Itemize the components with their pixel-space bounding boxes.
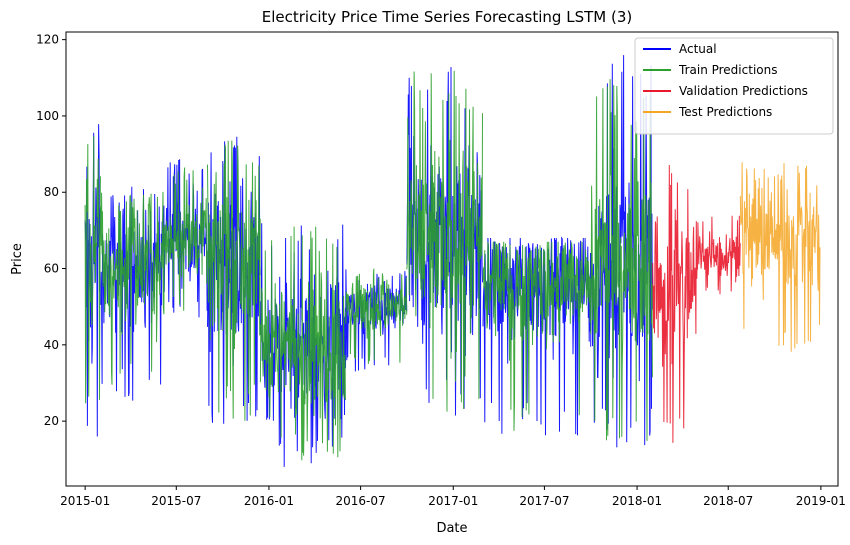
x-tick-label: 2015-01 [60, 494, 110, 508]
x-tick-label: 2017-01 [428, 494, 478, 508]
y-tick-label: 20 [44, 414, 59, 428]
x-tick-label: 2018-07 [703, 494, 753, 508]
series-line [84, 70, 653, 461]
series-test-predictions [739, 162, 821, 352]
legend-box [634, 37, 834, 135]
x-tick-label: 2018-01 [612, 494, 662, 508]
x-tick-label: 2016-07 [336, 494, 386, 508]
series-train-predictions [84, 70, 653, 461]
x-axis-label: Date [436, 521, 467, 536]
x-axis-ticks: 2015-01 2015-07 2016-01 2016-07 2017-01 2017-… [60, 486, 846, 508]
legend-entry: Train Predictions [678, 63, 777, 77]
legend: Actual Train Predictions Validation Predic… [634, 37, 834, 135]
y-axis-ticks: 20 40 60 80 100 120 [36, 33, 66, 428]
x-tick-label: 2019-01 [796, 494, 846, 508]
x-tick-label: 2017-07 [519, 494, 569, 508]
y-tick-label: 100 [36, 109, 59, 123]
plot-frame [65, 31, 839, 487]
x-tick-label: 2016-01 [244, 494, 294, 508]
legend-entry: Test Predictions [678, 105, 772, 119]
y-tick-label: 60 [44, 262, 59, 276]
chart-title: Electricity Price Time Series Forecastin… [262, 8, 632, 26]
y-tick-label: 120 [36, 33, 59, 47]
series-validation-predictions [652, 164, 741, 443]
x-tick-label: 2015-07 [151, 494, 201, 508]
series-line [652, 164, 741, 443]
series-layer [84, 55, 821, 467]
y-tick-label: 80 [44, 185, 59, 199]
y-tick-label: 40 [44, 338, 59, 352]
legend-entry: Actual [679, 42, 717, 56]
legend-entry: Validation Predictions [679, 84, 808, 98]
series-line [739, 162, 821, 352]
y-axis-label: Price [10, 243, 25, 275]
